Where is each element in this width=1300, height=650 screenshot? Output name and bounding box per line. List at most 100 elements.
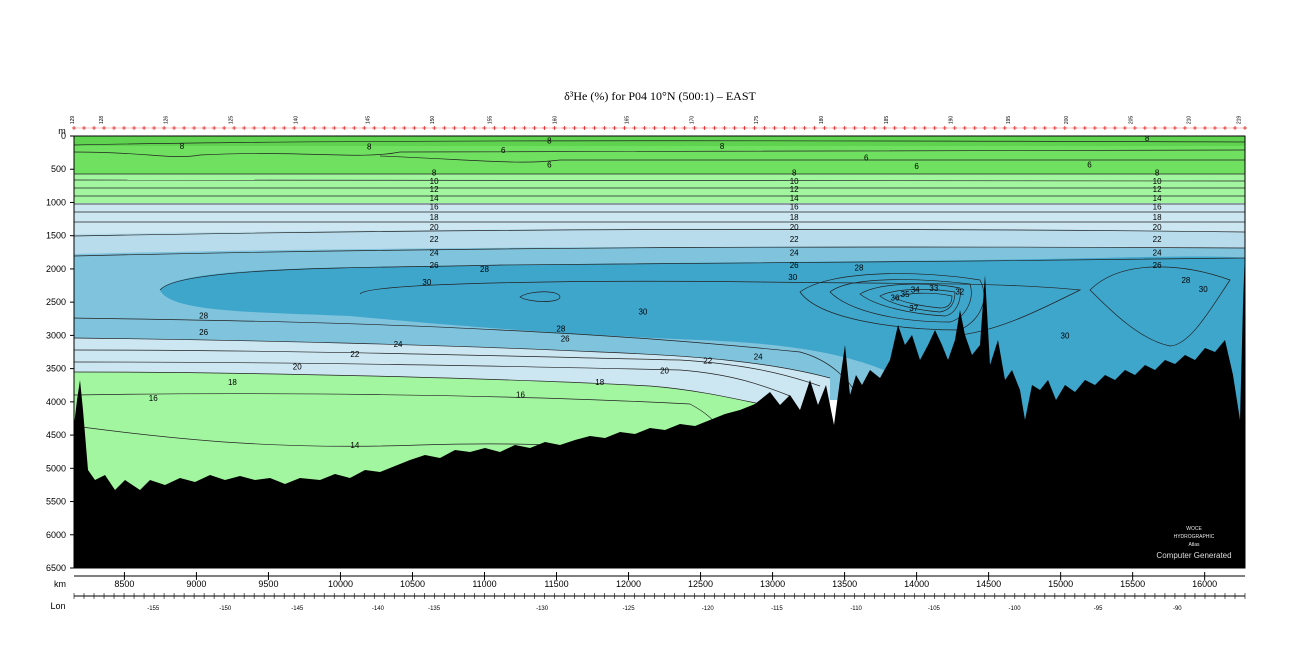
x-tick-label: 8500 <box>114 579 134 589</box>
contour-line <box>74 140 1245 146</box>
y-tick-label: 1500 <box>46 231 66 241</box>
station-label: 125 <box>228 116 234 125</box>
contour-label: 10 <box>790 177 799 186</box>
station-label: 170 <box>689 116 695 125</box>
contour-label: 6 <box>1087 161 1092 170</box>
contour-line <box>74 229 1245 237</box>
lon-tick-label: -120 <box>702 606 715 612</box>
station-label: 140 <box>293 116 299 125</box>
contour-label: 16 <box>149 394 158 403</box>
contour-label: 34 <box>911 286 920 295</box>
station-label: 219 <box>1237 116 1243 125</box>
station-label: 126 <box>164 116 170 125</box>
contour-label: 22 <box>350 350 359 359</box>
band-surface-dark-green <box>74 136 1245 148</box>
x-tick-label: 10500 <box>400 579 425 589</box>
band-green-upper <box>74 146 1245 176</box>
contour-label: 10 <box>430 177 439 186</box>
contour-line <box>829 279 972 323</box>
y-tick-label: 1000 <box>46 197 66 207</box>
contour-label: 28 <box>480 265 489 274</box>
x-tick-label: 13500 <box>832 579 857 589</box>
contour-line <box>74 246 1245 257</box>
contour-line <box>1089 266 1231 347</box>
watermark-hydrographic: HYDROGRAPHIC <box>1174 534 1215 540</box>
contour-line <box>74 337 831 379</box>
contour-line <box>74 349 821 387</box>
contour-label: 8 <box>180 142 185 151</box>
x-tick-label: 12500 <box>688 579 713 589</box>
lon-tick-label: -90 <box>1173 606 1182 612</box>
watermark-computer-generated: Computer Generated <box>1156 551 1231 560</box>
x-tick-label: 15000 <box>1048 579 1073 589</box>
station-label: 129 <box>70 116 76 125</box>
contour-label: 20 <box>293 363 302 372</box>
x-tick-label: 14500 <box>976 579 1001 589</box>
contour-label: 14 <box>1153 194 1162 203</box>
band-green-light <box>74 174 1245 205</box>
contour-label: 20 <box>1153 223 1162 232</box>
contour-label: 18 <box>1153 213 1162 222</box>
y-tick-label: 4000 <box>46 397 66 407</box>
contour-label: 8 <box>1155 169 1160 178</box>
contour-label: 28 <box>199 311 208 320</box>
lon-tick-label: -145 <box>291 606 304 612</box>
bathymetry <box>74 250 1245 568</box>
contour-label: 6 <box>501 146 506 155</box>
contour-label: 8 <box>367 143 372 152</box>
contour-label: 18 <box>790 213 799 222</box>
lon-tick-label: -100 <box>1009 606 1022 612</box>
contour-line <box>359 280 1082 336</box>
contour-label: 28 <box>1181 276 1190 285</box>
y-tick-label: 2500 <box>46 297 66 307</box>
contour-line <box>74 149 1245 157</box>
lon-tick-label: -95 <box>1094 606 1103 612</box>
station-label: 210 <box>1186 116 1192 125</box>
x-tick-label: 10000 <box>328 579 353 589</box>
contour-label: 28 <box>556 325 565 334</box>
contour-line <box>879 289 956 313</box>
station-label: 128 <box>99 116 105 125</box>
y-axis-unit: m <box>58 126 66 136</box>
y-axis: 0 500 1000 1500 2000 2500 3000 3500 4000 4500 5000… <box>46 131 74 573</box>
y-tick-label: 5500 <box>46 497 66 507</box>
contour-label: 24 <box>790 248 799 257</box>
x-tick-label: 15500 <box>1120 579 1145 589</box>
contour-label: 22 <box>1153 235 1162 244</box>
plot-frame <box>73 135 1246 569</box>
lon-tick-label: -115 <box>771 606 783 612</box>
y-tick-label: 3000 <box>46 330 66 340</box>
contour-label: 8 <box>1145 134 1150 143</box>
contour-label: 8 <box>547 137 552 146</box>
station-label: 180 <box>819 116 825 125</box>
contour-label: 18 <box>228 378 237 387</box>
contour-label: 24 <box>1153 248 1162 257</box>
station-axis: 129 128 126 125 140 145 150 155 160 165 170 175 180 1… <box>70 116 1247 130</box>
contour-label: 30 <box>1199 285 1208 294</box>
contour-label: 24 <box>754 353 763 362</box>
contour-line <box>74 317 861 401</box>
station-label: 185 <box>884 116 890 125</box>
contour-label: 26 <box>790 261 799 270</box>
lon-axis-label: Lon <box>50 601 65 611</box>
contour-label: 14 <box>350 441 359 450</box>
x-tick-label: 9000 <box>186 579 206 589</box>
contour-label: 20 <box>660 367 669 376</box>
contour-label: 18 <box>430 213 439 222</box>
contour-line <box>74 371 771 407</box>
y-tick-label: 4500 <box>46 430 66 440</box>
contour-line <box>859 283 961 317</box>
x-tick-label: 14000 <box>904 579 929 589</box>
contour-line <box>799 273 985 331</box>
contour-line <box>894 292 953 309</box>
x-axis-unit: km <box>54 579 66 589</box>
chart-title: δ³He (%) for P04 10°N (500:1) – EAST <box>564 89 756 103</box>
contour-label: 6 <box>914 162 919 171</box>
contour-label: 24 <box>430 248 439 257</box>
y-tick-label: 5000 <box>46 463 66 473</box>
contour-line <box>74 361 791 397</box>
station-label: 150 <box>430 116 436 125</box>
contour-label: 16 <box>516 391 525 400</box>
